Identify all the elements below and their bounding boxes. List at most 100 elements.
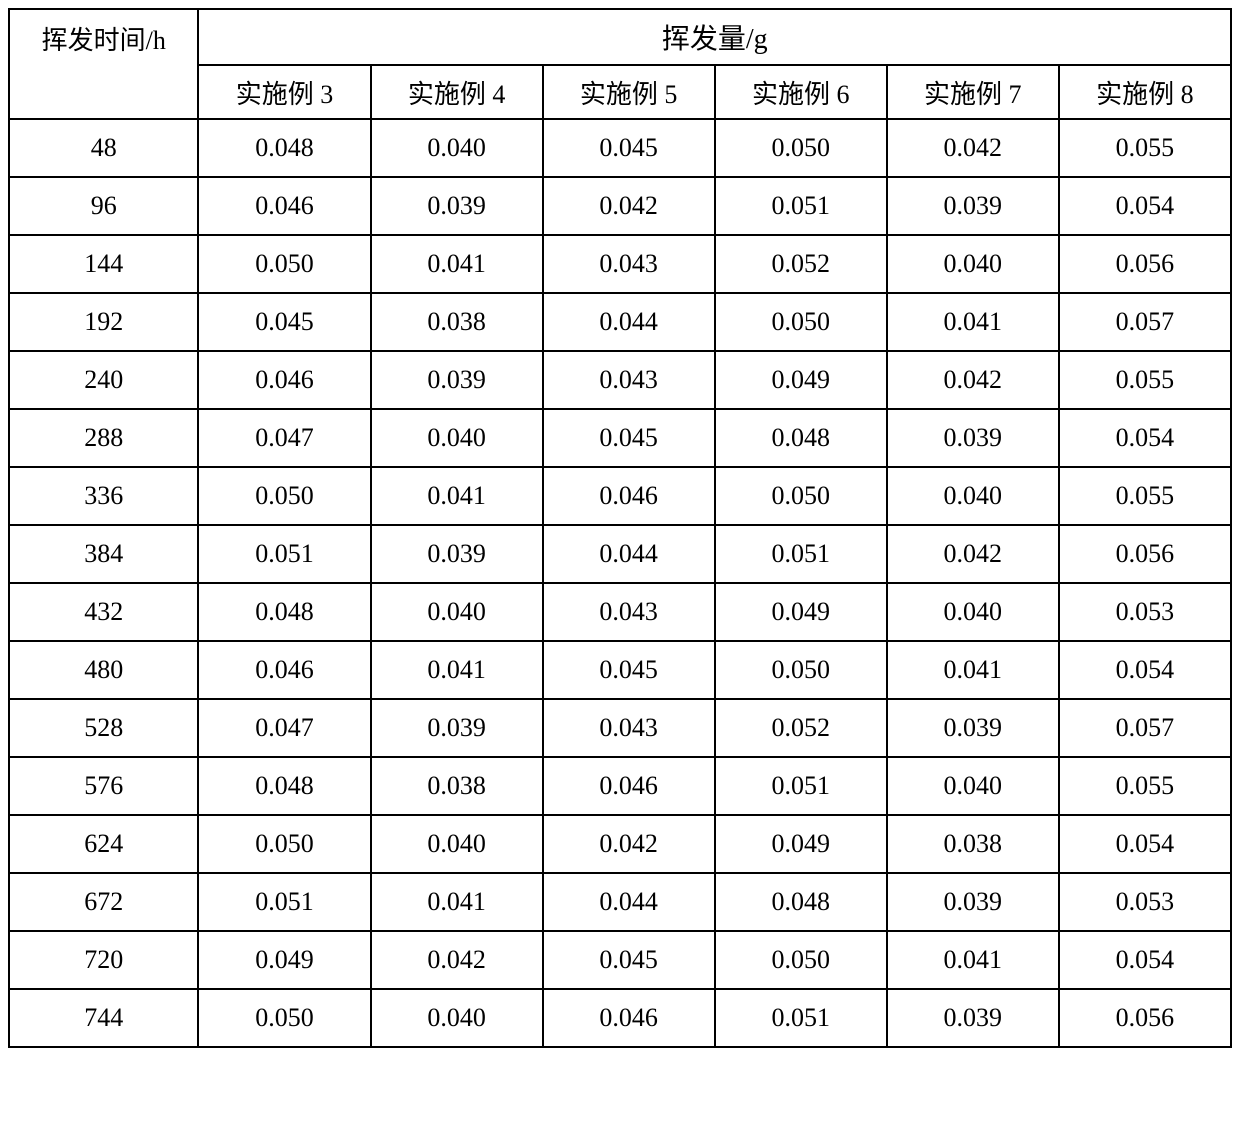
cell-value: 0.040 xyxy=(371,409,543,467)
cell-value: 0.040 xyxy=(371,989,543,1047)
cell-value: 0.046 xyxy=(543,467,715,525)
cell-value: 0.054 xyxy=(1059,641,1231,699)
cell-value: 0.045 xyxy=(543,641,715,699)
table-row: 1920.0450.0380.0440.0500.0410.057 xyxy=(9,293,1231,351)
cell-value: 0.047 xyxy=(198,699,370,757)
cell-value: 0.049 xyxy=(198,931,370,989)
cell-value: 0.055 xyxy=(1059,467,1231,525)
cell-value: 0.050 xyxy=(715,467,887,525)
cell-value: 0.048 xyxy=(198,119,370,177)
cell-value: 0.043 xyxy=(543,583,715,641)
cell-value: 0.044 xyxy=(543,525,715,583)
cell-value: 0.045 xyxy=(543,931,715,989)
cell-value: 0.051 xyxy=(715,757,887,815)
cell-value: 0.053 xyxy=(1059,583,1231,641)
cell-value: 0.046 xyxy=(543,757,715,815)
cell-value: 0.039 xyxy=(371,525,543,583)
col-header-ex7: 实施例 7 xyxy=(887,65,1059,119)
cell-value: 0.051 xyxy=(715,177,887,235)
cell-value: 0.050 xyxy=(198,235,370,293)
cell-time: 432 xyxy=(9,583,198,641)
cell-value: 0.045 xyxy=(198,293,370,351)
cell-time: 240 xyxy=(9,351,198,409)
cell-value: 0.046 xyxy=(198,177,370,235)
volatilization-table: 挥发时间/h 挥发量/g 实施例 3 实施例 4 实施例 5 实施例 6 实施例… xyxy=(8,8,1232,1048)
cell-value: 0.057 xyxy=(1059,293,1231,351)
table-row: 5760.0480.0380.0460.0510.0400.055 xyxy=(9,757,1231,815)
cell-value: 0.040 xyxy=(887,583,1059,641)
cell-value: 0.051 xyxy=(198,873,370,931)
table-row: 480.0480.0400.0450.0500.0420.055 xyxy=(9,119,1231,177)
header-row-1: 挥发时间/h 挥发量/g xyxy=(9,9,1231,65)
cell-value: 0.041 xyxy=(371,873,543,931)
cell-value: 0.049 xyxy=(715,583,887,641)
cell-value: 0.045 xyxy=(543,409,715,467)
cell-value: 0.051 xyxy=(198,525,370,583)
cell-value: 0.040 xyxy=(371,583,543,641)
table-row: 3840.0510.0390.0440.0510.0420.056 xyxy=(9,525,1231,583)
cell-value: 0.048 xyxy=(198,583,370,641)
cell-value: 0.050 xyxy=(198,815,370,873)
cell-value: 0.052 xyxy=(715,699,887,757)
cell-value: 0.042 xyxy=(543,177,715,235)
cell-time: 744 xyxy=(9,989,198,1047)
cell-value: 0.052 xyxy=(715,235,887,293)
cell-value: 0.041 xyxy=(371,641,543,699)
cell-value: 0.042 xyxy=(371,931,543,989)
cell-value: 0.050 xyxy=(715,641,887,699)
cell-value: 0.039 xyxy=(887,177,1059,235)
cell-value: 0.048 xyxy=(715,409,887,467)
cell-value: 0.039 xyxy=(371,177,543,235)
cell-value: 0.047 xyxy=(198,409,370,467)
table-row: 5280.0470.0390.0430.0520.0390.057 xyxy=(9,699,1231,757)
table-row: 2880.0470.0400.0450.0480.0390.054 xyxy=(9,409,1231,467)
cell-value: 0.044 xyxy=(543,873,715,931)
cell-value: 0.055 xyxy=(1059,351,1231,409)
cell-time: 624 xyxy=(9,815,198,873)
cell-time: 96 xyxy=(9,177,198,235)
cell-value: 0.039 xyxy=(887,989,1059,1047)
cell-value: 0.049 xyxy=(715,815,887,873)
table-header: 挥发时间/h 挥发量/g 实施例 3 实施例 4 实施例 5 实施例 6 实施例… xyxy=(9,9,1231,119)
cell-value: 0.050 xyxy=(715,931,887,989)
table-body: 480.0480.0400.0450.0500.0420.055960.0460… xyxy=(9,119,1231,1047)
col-header-ex6: 实施例 6 xyxy=(715,65,887,119)
table-row: 3360.0500.0410.0460.0500.0400.055 xyxy=(9,467,1231,525)
cell-time: 48 xyxy=(9,119,198,177)
cell-value: 0.054 xyxy=(1059,409,1231,467)
table-row: 960.0460.0390.0420.0510.0390.054 xyxy=(9,177,1231,235)
cell-value: 0.038 xyxy=(371,293,543,351)
cell-value: 0.045 xyxy=(543,119,715,177)
table-row: 4800.0460.0410.0450.0500.0410.054 xyxy=(9,641,1231,699)
cell-value: 0.046 xyxy=(198,641,370,699)
cell-value: 0.041 xyxy=(887,293,1059,351)
cell-time: 192 xyxy=(9,293,198,351)
cell-value: 0.055 xyxy=(1059,119,1231,177)
col-header-group: 挥发量/g xyxy=(198,9,1231,65)
cell-value: 0.046 xyxy=(543,989,715,1047)
cell-value: 0.056 xyxy=(1059,235,1231,293)
table-row: 6720.0510.0410.0440.0480.0390.053 xyxy=(9,873,1231,931)
table-row: 7440.0500.0400.0460.0510.0390.056 xyxy=(9,989,1231,1047)
cell-value: 0.038 xyxy=(887,815,1059,873)
cell-value: 0.042 xyxy=(887,119,1059,177)
cell-time: 288 xyxy=(9,409,198,467)
cell-value: 0.046 xyxy=(198,351,370,409)
cell-value: 0.050 xyxy=(198,989,370,1047)
table-row: 1440.0500.0410.0430.0520.0400.056 xyxy=(9,235,1231,293)
cell-value: 0.056 xyxy=(1059,525,1231,583)
cell-value: 0.043 xyxy=(543,699,715,757)
table-container: 挥发时间/h 挥发量/g 实施例 3 实施例 4 实施例 5 实施例 6 实施例… xyxy=(0,0,1240,1056)
cell-value: 0.038 xyxy=(371,757,543,815)
cell-value: 0.041 xyxy=(887,641,1059,699)
cell-value: 0.054 xyxy=(1059,815,1231,873)
cell-value: 0.051 xyxy=(715,525,887,583)
cell-value: 0.043 xyxy=(543,351,715,409)
cell-value: 0.039 xyxy=(887,409,1059,467)
col-header-ex8: 实施例 8 xyxy=(1059,65,1231,119)
cell-value: 0.051 xyxy=(715,989,887,1047)
cell-value: 0.040 xyxy=(887,235,1059,293)
cell-time: 720 xyxy=(9,931,198,989)
cell-value: 0.048 xyxy=(715,873,887,931)
col-header-time: 挥发时间/h xyxy=(9,9,198,119)
